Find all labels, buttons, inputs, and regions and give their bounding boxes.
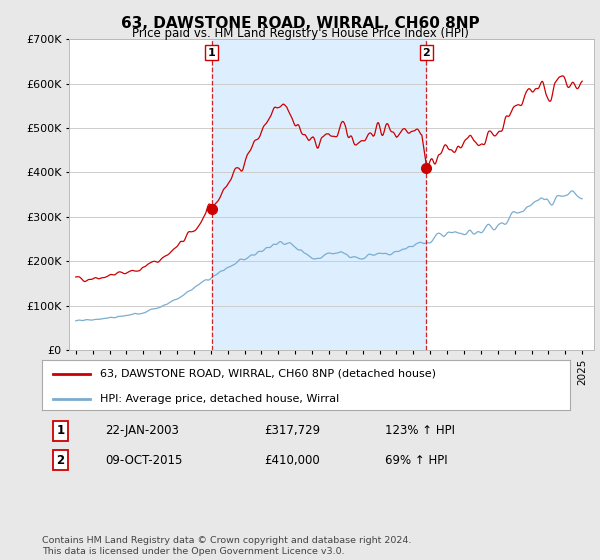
Text: 2: 2 <box>56 454 65 467</box>
Text: 2: 2 <box>422 48 430 58</box>
Text: 63, DAWSTONE ROAD, WIRRAL, CH60 8NP: 63, DAWSTONE ROAD, WIRRAL, CH60 8NP <box>121 16 479 31</box>
Text: 1: 1 <box>56 424 65 437</box>
Text: Price paid vs. HM Land Registry's House Price Index (HPI): Price paid vs. HM Land Registry's House … <box>131 27 469 40</box>
Text: £410,000: £410,000 <box>264 454 320 467</box>
Text: HPI: Average price, detached house, Wirral: HPI: Average price, detached house, Wirr… <box>100 394 340 404</box>
Text: Contains HM Land Registry data © Crown copyright and database right 2024.
This d: Contains HM Land Registry data © Crown c… <box>42 536 412 556</box>
Text: 69% ↑ HPI: 69% ↑ HPI <box>385 454 448 467</box>
Text: 123% ↑ HPI: 123% ↑ HPI <box>385 424 455 437</box>
Text: 1: 1 <box>208 48 215 58</box>
Text: 22-JAN-2003: 22-JAN-2003 <box>106 424 179 437</box>
Text: £317,729: £317,729 <box>264 424 320 437</box>
Text: 09-OCT-2015: 09-OCT-2015 <box>106 454 183 467</box>
Text: 63, DAWSTONE ROAD, WIRRAL, CH60 8NP (detached house): 63, DAWSTONE ROAD, WIRRAL, CH60 8NP (det… <box>100 368 436 379</box>
Bar <box>212 39 427 350</box>
